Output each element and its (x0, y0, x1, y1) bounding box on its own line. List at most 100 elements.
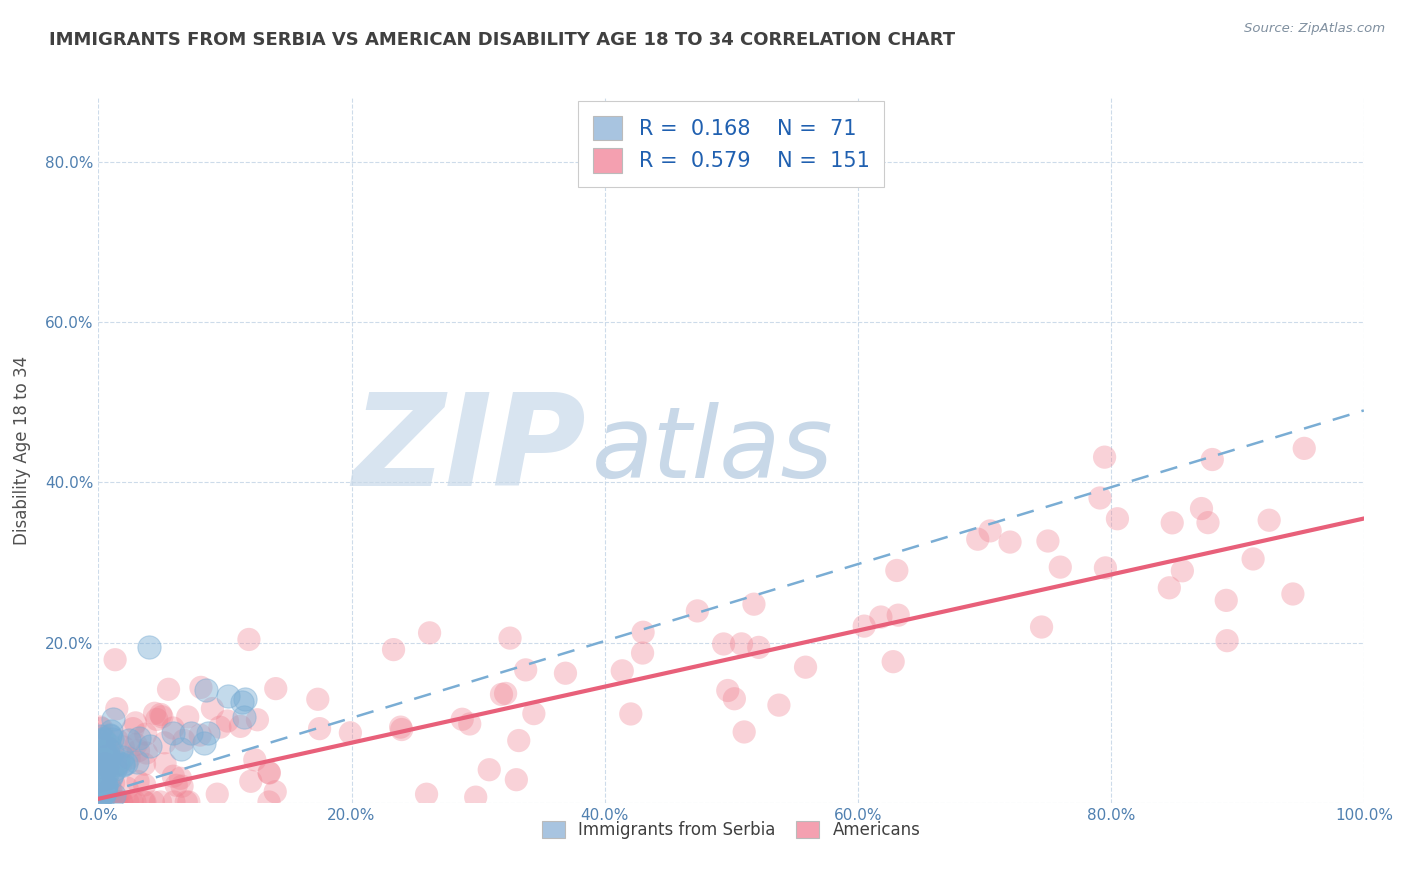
Point (554, 666, 576, 681)
Point (207, 787, 229, 801)
Point (887, 608, 910, 623)
Point (93, 786, 115, 800)
Text: Source: ZipAtlas.com: Source: ZipAtlas.com (1244, 22, 1385, 36)
Point (90, 795, 112, 809)
Point (478, 763, 501, 777)
Point (508, 733, 530, 747)
Point (97, 741, 120, 756)
Point (886, 564, 908, 578)
Point (94, 795, 117, 809)
Point (115, 780, 138, 795)
Point (96, 795, 118, 809)
Point (111, 795, 134, 809)
Point (620, 706, 643, 721)
Point (134, 795, 156, 809)
Point (505, 772, 527, 787)
Point (121, 795, 143, 809)
Point (631, 625, 654, 640)
Point (201, 701, 224, 715)
Point (103, 712, 125, 726)
Point (104, 763, 127, 777)
Point (153, 736, 176, 750)
Point (134, 757, 156, 772)
Point (94, 763, 117, 777)
Point (1201, 452, 1223, 467)
Point (91, 762, 114, 776)
Point (1107, 512, 1129, 526)
Point (122, 722, 145, 736)
Point (174, 795, 197, 809)
Point (1216, 633, 1239, 648)
Point (94, 747, 117, 762)
Point (90, 752, 112, 766)
Point (1191, 501, 1213, 516)
Point (998, 535, 1021, 549)
Point (195, 683, 218, 698)
Point (177, 795, 200, 809)
Point (89, 794, 111, 808)
Point (101, 731, 124, 746)
Point (149, 707, 172, 722)
Point (93, 751, 115, 765)
Point (162, 726, 184, 740)
Point (464, 790, 486, 805)
Point (748, 640, 770, 655)
Point (180, 726, 202, 740)
Point (94, 784, 117, 798)
Point (232, 710, 254, 724)
Point (100, 781, 122, 796)
Point (98, 751, 121, 765)
Point (243, 753, 266, 767)
Point (94, 795, 117, 809)
Text: IMMIGRANTS FROM SERBIA VS AMERICAN DISABILITY AGE 18 TO 34 CORRELATION CHART: IMMIGRANTS FROM SERBIA VS AMERICAN DISAB… (49, 31, 955, 49)
Text: ZIP: ZIP (352, 388, 585, 513)
Point (93, 767, 115, 781)
Point (229, 719, 252, 733)
Point (169, 772, 191, 786)
Point (89, 784, 111, 798)
Point (491, 687, 513, 701)
Point (91, 795, 114, 809)
Point (495, 686, 517, 700)
Point (110, 795, 132, 809)
Point (103, 776, 125, 790)
Point (1159, 581, 1181, 595)
Point (91, 775, 114, 789)
Point (1049, 560, 1071, 574)
Point (233, 691, 256, 706)
Point (96, 749, 118, 764)
Point (96, 779, 118, 793)
Point (239, 774, 262, 789)
Point (162, 721, 184, 735)
Point (125, 755, 148, 769)
Point (90, 756, 112, 770)
Point (103, 795, 125, 809)
Point (94, 747, 117, 762)
Point (1241, 552, 1264, 566)
Point (93, 764, 115, 778)
Point (124, 715, 146, 730)
Point (794, 660, 817, 674)
Point (768, 698, 790, 713)
Point (733, 725, 755, 739)
Point (979, 524, 1001, 538)
Point (208, 720, 231, 734)
Point (145, 713, 167, 727)
Point (132, 795, 155, 809)
Point (1031, 620, 1053, 634)
Point (157, 682, 180, 697)
Point (107, 755, 129, 769)
Point (91, 755, 114, 769)
Point (1088, 491, 1111, 505)
Point (91, 790, 114, 805)
Point (98, 792, 121, 806)
Point (91, 795, 114, 809)
Point (97, 795, 120, 809)
Point (742, 597, 765, 611)
Point (170, 779, 193, 793)
Point (91, 745, 114, 759)
Point (111, 757, 134, 772)
Point (124, 795, 146, 809)
Point (127, 744, 149, 758)
Point (118, 733, 141, 747)
